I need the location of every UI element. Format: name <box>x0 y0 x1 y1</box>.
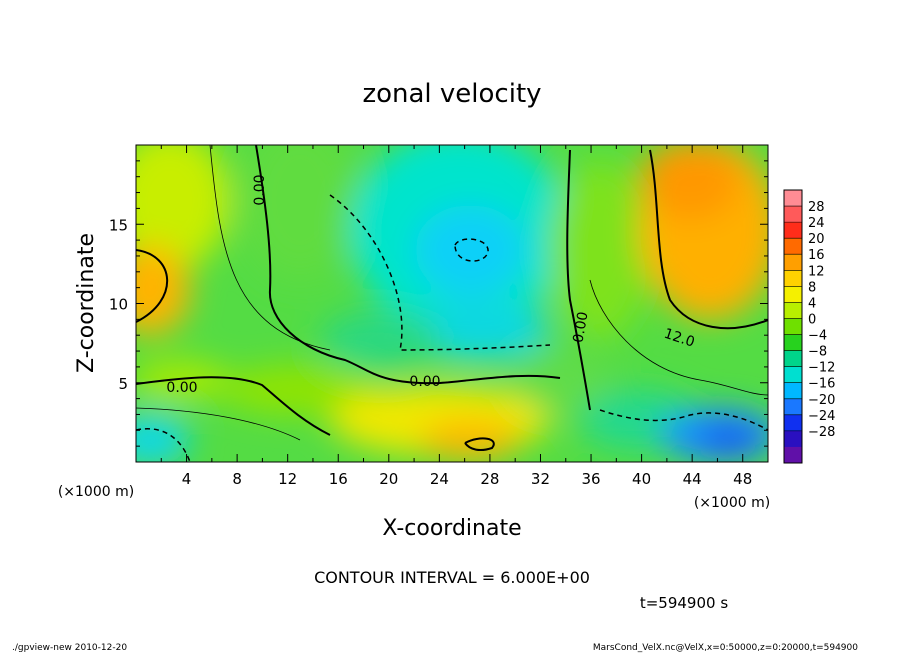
y-tick-label-1: 10 <box>109 296 128 314</box>
x-tick-label-2: 12 <box>278 470 297 488</box>
y-tick-label-2: 15 <box>109 216 128 234</box>
colorbar-label-3: 16 <box>808 248 825 263</box>
contour-label-1: 0.00 <box>166 380 197 396</box>
colorbar-swatch-3 <box>784 238 802 255</box>
colorbar-swatch-15 <box>784 430 802 448</box>
x-tick-label-10: 44 <box>683 470 702 488</box>
colorbar-label-13: −24 <box>808 409 835 424</box>
chart-title: zonal velocity <box>362 79 541 109</box>
colorbar-label-8: −4 <box>808 329 827 344</box>
colorbar-label-11: −16 <box>808 377 835 392</box>
colorbar-swatch-16 <box>784 446 802 464</box>
colorbar-swatch-14 <box>784 414 802 432</box>
x-tick-label-9: 40 <box>632 470 651 488</box>
x-axis-unit-left: (×1000 m) <box>58 484 134 500</box>
x-tick-label-3: 16 <box>329 470 348 488</box>
time-label: t=594900 s <box>640 594 728 612</box>
colorbar-label-14: −28 <box>808 425 835 440</box>
colorbar-label-6: 4 <box>808 296 816 311</box>
colorbar-swatch-2 <box>784 222 802 239</box>
contour-interval: CONTOUR INTERVAL = 6.000E+00 <box>314 568 590 587</box>
x-axis-label: X-coordinate <box>382 516 521 541</box>
colorbar-label-0: 28 <box>808 200 825 215</box>
colorbar-swatch-8 <box>784 318 802 336</box>
x-axis: 4 8 12 16 20 24 28 32 36 40 44 48 <box>160 145 769 488</box>
colorbar-swatch-4 <box>784 254 802 271</box>
colorbar-swatch-12 <box>784 382 802 400</box>
plot-area: 0.00 0.00 0.00 0.00 12.0 <box>136 145 768 462</box>
colorbar-frame <box>783 189 803 464</box>
colorbar-swatch-9 <box>784 334 802 352</box>
y-axis: 5 10 15 <box>109 160 768 447</box>
colorbar-label-2: 20 <box>808 232 825 247</box>
colorbar-swatch-7 <box>784 302 802 319</box>
footer-right: MarsCond_VelX.nc@VelX,x=0:50000,z=0:2000… <box>593 643 858 653</box>
x-tick-label-0: 4 <box>182 470 192 488</box>
y-axis-label: Z-coordinate <box>74 233 99 373</box>
x-tick-label-11: 48 <box>733 470 752 488</box>
x-tick-label-5: 24 <box>430 470 449 488</box>
x-tick-label-4: 20 <box>379 470 398 488</box>
colorbar-label-12: −20 <box>808 393 835 408</box>
x-tick-label-1: 8 <box>232 470 242 488</box>
colorbar-label-5: 8 <box>808 280 816 295</box>
colorbar-swatch-6 <box>784 286 802 303</box>
x-axis-unit-right: (×1000 m) <box>694 495 770 511</box>
colorbar-label-9: −8 <box>808 345 827 360</box>
colorbar-label-7: 0 <box>808 312 816 327</box>
colorbar-swatch-13 <box>784 398 802 416</box>
contour-label-0: 0.00 <box>252 174 268 205</box>
colorbar-swatch-10 <box>784 350 802 368</box>
colorbar-label-10: −12 <box>808 361 835 376</box>
colorbar-swatch-1 <box>784 206 802 223</box>
contour-label-3: 0.00 <box>570 311 591 344</box>
colorbar-swatch-5 <box>784 270 802 287</box>
x-tick-label-6: 28 <box>480 470 499 488</box>
colorbar-label-1: 24 <box>808 216 825 231</box>
colorbar-swatch-0 <box>784 190 802 207</box>
footer-left: ./gpview-new 2010-12-20 <box>12 643 127 653</box>
x-tick-label-7: 32 <box>531 470 550 488</box>
y-tick-label-0: 5 <box>118 375 128 393</box>
colorbar-swatch-11 <box>784 366 802 384</box>
contour-label-2: 0.00 <box>409 374 440 390</box>
x-tick-label-8: 36 <box>581 470 600 488</box>
colorbar-label-4: 12 <box>808 264 825 279</box>
